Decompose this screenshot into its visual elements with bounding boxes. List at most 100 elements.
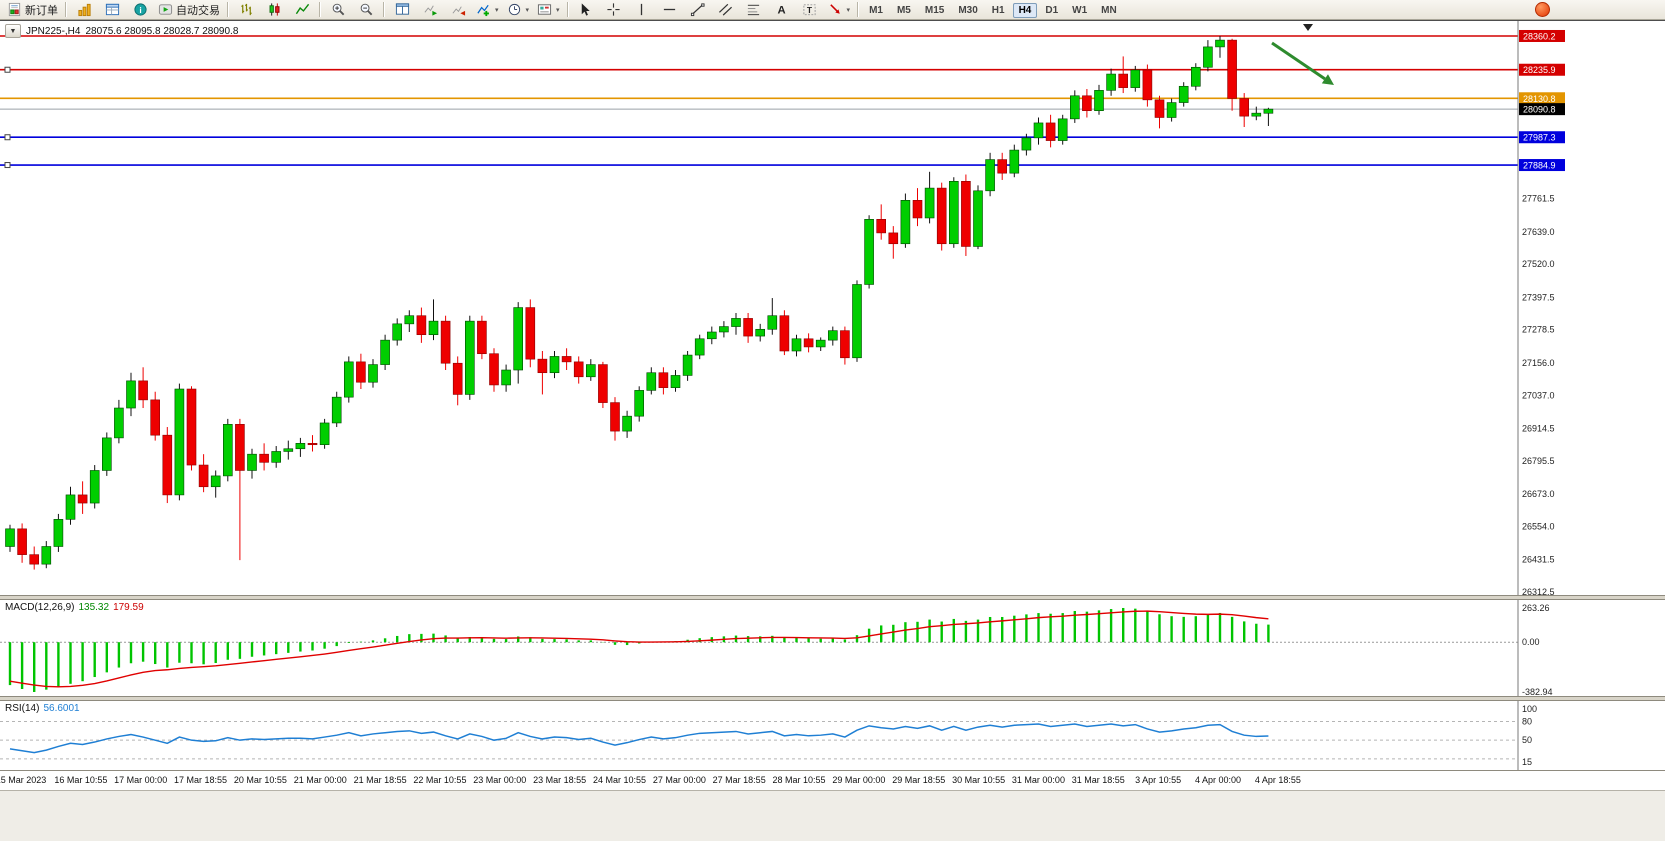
macd-histogram [8,607,1270,692]
toolbar-separator [319,2,321,17]
svg-text:26554.0: 26554.0 [1522,521,1555,531]
new-order-icon [8,2,21,17]
candlestick-chart-icon [269,3,279,16]
svg-text:100: 100 [1522,704,1537,714]
new-order-button[interactable]: 新订单 [3,0,62,20]
candlestick-chart-button[interactable] [260,0,288,20]
charts-profile-button[interactable] [70,0,98,20]
channel-icon [719,3,733,16]
templates-icon [537,4,552,15]
time-label: 28 Mar 10:55 [772,775,826,785]
time-label: 17 Mar 00:00 [114,775,168,785]
auto-scroll-button[interactable] [416,0,444,20]
text-button[interactable]: A [768,0,796,20]
tile-windows-button[interactable] [388,0,416,20]
label-button[interactable]: T [796,0,824,20]
timeframe-m15-button[interactable]: M15 [924,4,945,16]
trendline-button[interactable] [684,0,712,20]
autotrading-button[interactable]: 自动交易 [154,0,224,20]
market-watch-button[interactable] [98,0,126,20]
rsi-scale: 100 80 50 15 [1522,704,1537,767]
zoom-in-icon [332,3,344,16]
arrow-annotation[interactable] [1271,41,1334,85]
main-chart-panel[interactable]: 27761.5 27639.0 27520.0 27397.5 27278.5 27156… [0,21,1665,595]
svg-text:T: T [807,5,813,15]
time-axis[interactable]: 15 Mar 2023 16 Mar 10:55 17 Mar 00:00 17 Ma… [0,770,1665,791]
macd-signal-value: 179.59 [113,602,144,613]
timeframe-w1-button[interactable]: W1 [1072,4,1088,16]
line-handle[interactable] [4,66,11,73]
chart-window: 27761.5 27639.0 27520.0 27397.5 27278.5 27156… [0,20,1665,791]
data-window-button[interactable]: i [126,0,154,20]
candles [5,36,1274,570]
tile-windows-icon [395,3,409,15]
price-chart-canvas[interactable]: 27761.5 27639.0 27520.0 27397.5 27278.5 27156… [0,21,1665,595]
panel-separator[interactable] [0,696,1665,701]
rsi-canvas: 100 80 50 15 [0,701,1537,770]
one-click-trading-button[interactable]: ▼ [5,24,21,38]
time-label: 21 Mar 00:00 [293,775,347,785]
time-label: 4 Apr 00:00 [1194,775,1242,785]
svg-text:27761.5: 27761.5 [1522,194,1555,204]
horizontal-line-icon [663,8,676,11]
chevron-down-icon: ▾ [556,6,560,14]
svg-text:26312.5: 26312.5 [1522,587,1555,595]
data-window-icon: i [133,3,147,16]
svg-text:27639.0: 27639.0 [1522,227,1555,237]
timeframe-m30-button[interactable]: M30 [958,4,978,16]
svg-text:i: i [139,5,141,15]
arrow-shapes-button[interactable]: ▾ [824,0,855,20]
timeframe-mn-button[interactable]: MN [1101,4,1117,16]
price-axis[interactable] [1519,21,1665,791]
rsi-label: RSI(14) 56.6001 [5,703,80,714]
timeframe-d1-button[interactable]: D1 [1045,4,1059,16]
charts-profile-icon [77,3,91,17]
price-ticks: 27761.5 27639.0 27520.0 27397.5 27278.5 27156… [1522,194,1555,595]
templates-button[interactable]: ▾ [533,0,564,20]
indicators-button[interactable]: ▾ [472,0,503,20]
fibonacci-icon [747,4,760,16]
channel-button[interactable] [712,0,740,20]
time-label: 15 Mar 2023 [0,775,47,785]
line-handle[interactable] [4,162,11,169]
line-chart-icon [295,3,309,15]
time-label: 4 Apr 18:55 [1254,775,1301,785]
timeframe-m1-button[interactable]: M1 [869,4,883,16]
cursor-button[interactable] [572,0,600,20]
chart-shift-button[interactable] [444,0,472,20]
fibonacci-button[interactable] [740,0,768,20]
macd-panel[interactable]: 263.26 0.00 -382.94 MACD(12,26,9) 135.32 179… [0,600,1665,696]
zoom-in-button[interactable] [324,0,352,20]
svg-text:50: 50 [1522,735,1532,745]
line-handle[interactable] [4,134,11,141]
svg-text:27884.9: 27884.9 [1523,161,1556,171]
time-label: 23 Mar 00:00 [473,775,527,785]
timeframe-h4-button[interactable]: H4 [1012,2,1038,18]
horizontal-line-button[interactable] [656,0,684,20]
toolbar-separator [857,2,860,17]
vertical-line-icon [640,3,643,16]
toolbar-separator [65,2,67,17]
zoom-out-button[interactable] [352,0,380,20]
rsi-name: RSI(14) [5,703,40,714]
macd-name: MACD(12,26,9) [5,602,75,613]
rsi-panel[interactable]: 100 80 50 15 RSI(14) 56.6001 [0,701,1665,770]
notification-icon[interactable] [1535,2,1550,17]
market-watch-icon [105,3,119,16]
line-chart-button[interactable] [288,0,316,20]
vertical-line-button[interactable] [628,0,656,20]
text-icon: A [777,4,785,16]
periods-button[interactable]: ▾ [503,0,534,20]
horizontal-lines[interactable] [0,35,1518,166]
end-marker [1303,24,1313,31]
timeframe-h1-button[interactable]: H1 [991,4,1005,16]
crosshair-button[interactable] [600,0,628,20]
chevron-down-icon: ▾ [525,6,530,14]
panel-separator[interactable] [0,595,1665,600]
svg-text:27037.0: 27037.0 [1522,390,1555,400]
timeframe-m5-button[interactable]: M5 [896,4,911,16]
bar-chart-button[interactable] [232,0,260,20]
toolbar-separator [227,2,229,17]
svg-text:27987.3: 27987.3 [1523,133,1556,143]
